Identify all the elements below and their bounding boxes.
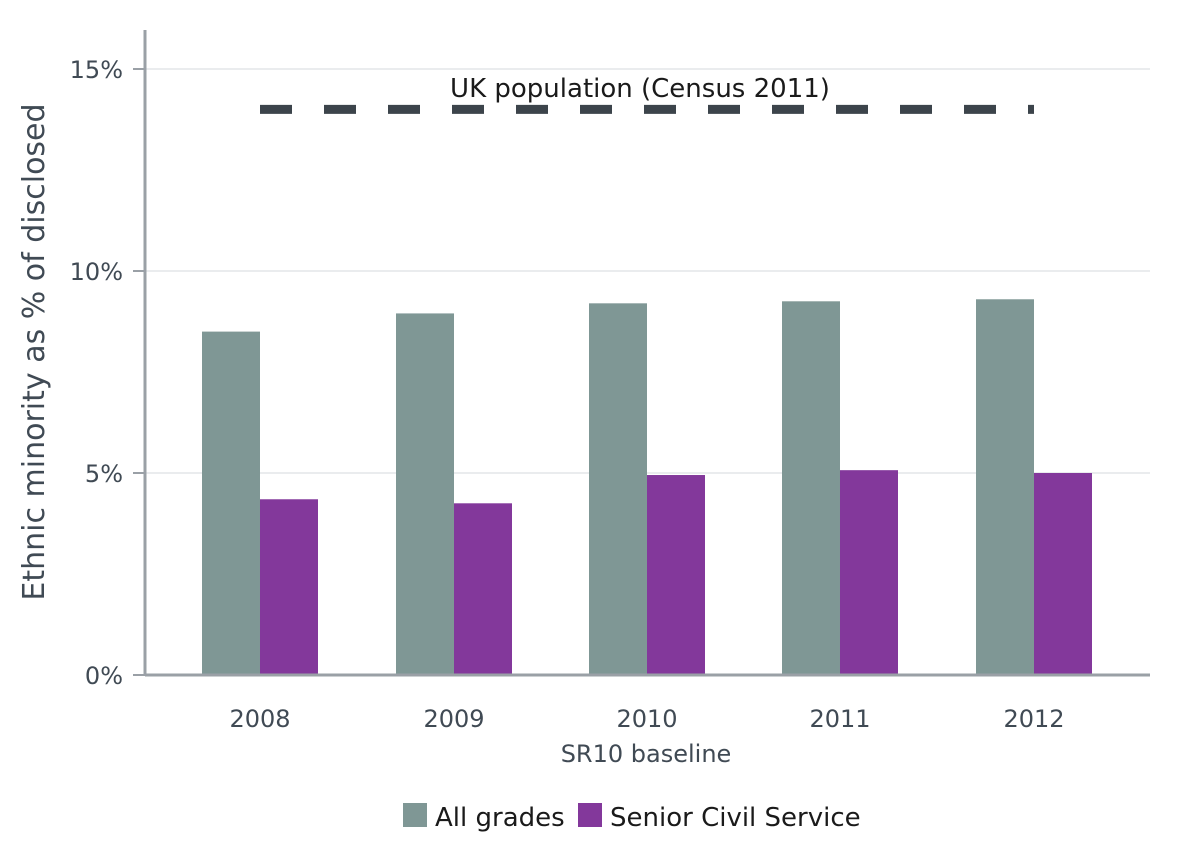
- x-tick-label: 2008: [229, 705, 290, 733]
- bars: [202, 299, 1092, 675]
- bar-senior-civil-service-2008: [260, 499, 318, 675]
- y-tick-label: 15%: [70, 56, 123, 84]
- reference-line-label: UK population (Census 2011): [450, 74, 830, 104]
- legend-swatch-senior-civil-service: [578, 803, 602, 827]
- y-tick-label: 0%: [85, 662, 123, 690]
- axes: [143, 30, 1150, 677]
- y-tick-labels: 0% 5% 10% 15%: [70, 56, 145, 690]
- x-category-sublabel: SR10 baseline: [561, 740, 732, 768]
- reference-line-group: UK population (Census 2011): [260, 74, 1034, 114]
- x-tick-label: 2012: [1003, 705, 1064, 733]
- y-axis-title: Ethnic minority as % of disclosed: [17, 103, 52, 600]
- legend-label: All grades: [435, 803, 565, 833]
- bar-senior-civil-service-2009: [454, 503, 512, 675]
- bar-all-grades-2011: [782, 301, 840, 675]
- x-tick-label: 2009: [423, 705, 484, 733]
- x-tick-label: 2011: [809, 705, 870, 733]
- bar-senior-civil-service-2012: [1034, 473, 1092, 675]
- legend-label: Senior Civil Service: [610, 803, 861, 833]
- legend: All grades Senior Civil Service: [403, 803, 861, 833]
- bar-all-grades-2008: [202, 331, 260, 675]
- x-tick-label: 2010: [616, 705, 677, 733]
- y-tick-label: 5%: [85, 460, 123, 488]
- y-tick-label: 10%: [70, 258, 123, 286]
- x-tick-labels: 2008 2009 2010 2011 2012: [229, 705, 1064, 733]
- bar-all-grades-2012: [976, 299, 1034, 675]
- bar-senior-civil-service-2010: [647, 475, 705, 675]
- bar-all-grades-2010: [589, 303, 647, 675]
- bar-senior-civil-service-2011: [840, 470, 898, 675]
- legend-swatch-all-grades: [403, 803, 427, 827]
- bar-all-grades-2009: [396, 313, 454, 675]
